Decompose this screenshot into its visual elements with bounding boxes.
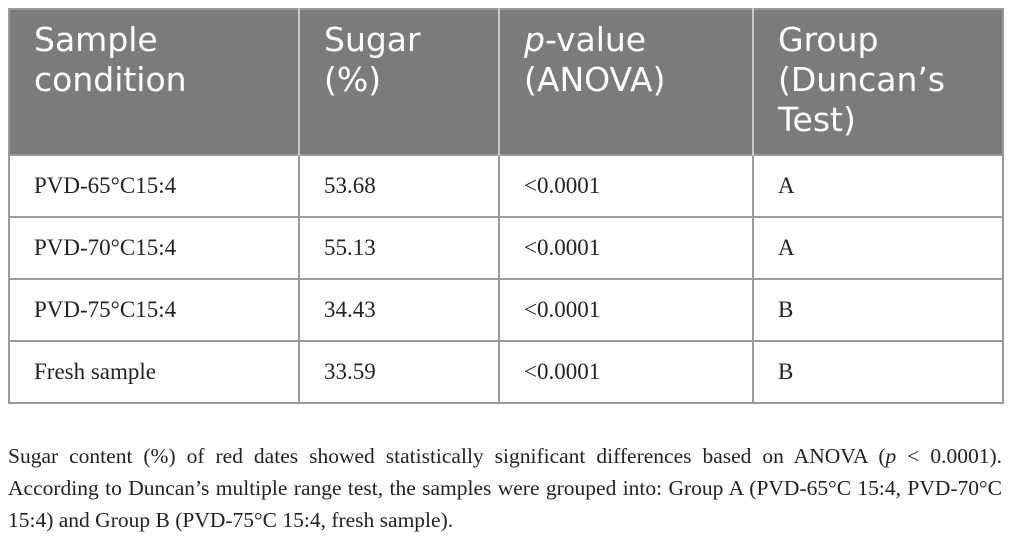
caption-text: < 0.0001). According to Duncan’s multipl… — [8, 443, 1002, 532]
cell-group: B — [753, 278, 1003, 341]
header-text: Sample — [34, 20, 158, 59]
header-sample-condition: Sample condition — [9, 9, 300, 155]
cell-group: B — [753, 340, 1003, 403]
header-text: condition — [34, 60, 187, 99]
header-text: Group — [778, 20, 879, 59]
cell-sugar: 34.43 — [299, 278, 500, 341]
header-text: Sugar — [324, 20, 421, 59]
cell-condition: PVD-70°C15:4 — [9, 216, 300, 279]
sugar-content-table: Sample condition Sugar (%) p-value (ANOV… — [8, 8, 1004, 404]
table-row: PVD-65°C15:4 53.68 <0.0001 A — [9, 154, 1003, 217]
header-text: (Duncan’s — [778, 60, 946, 99]
cell-p-value: <0.0001 — [499, 278, 754, 341]
table-caption: Sugar content (%) of red dates showed st… — [8, 440, 1002, 536]
cell-sugar: 53.68 — [299, 154, 500, 217]
table-row: Fresh sample 33.59 <0.0001 B — [9, 340, 1003, 403]
table-body: PVD-65°C15:4 53.68 <0.0001 A PVD-70°C15:… — [9, 154, 1003, 403]
data-table-container: Sample condition Sugar (%) p-value (ANOV… — [8, 8, 1004, 404]
cell-p-value: <0.0001 — [499, 340, 754, 403]
cell-group: A — [753, 154, 1003, 217]
header-row: Sample condition Sugar (%) p-value (ANOV… — [9, 9, 1003, 155]
table-header: Sample condition Sugar (%) p-value (ANOV… — [9, 9, 1003, 155]
cell-p-value: <0.0001 — [499, 154, 754, 217]
cell-sugar: 55.13 — [299, 216, 500, 279]
header-p-value: p-value (ANOVA) — [499, 9, 754, 155]
header-group: Group (Duncan’s Test) — [753, 9, 1003, 155]
table-row: PVD-75°C15:4 34.43 <0.0001 B — [9, 278, 1003, 341]
cell-condition: Fresh sample — [9, 340, 300, 403]
header-sugar: Sugar (%) — [299, 9, 500, 155]
cell-p-value: <0.0001 — [499, 216, 754, 279]
header-text-italic: p — [524, 20, 545, 59]
cell-condition: PVD-75°C15:4 — [9, 278, 300, 341]
header-text: Test) — [778, 100, 856, 139]
header-text: (ANOVA) — [524, 60, 666, 99]
header-text: (%) — [324, 60, 382, 99]
caption-text: Sugar content (%) of red dates showed st… — [8, 443, 886, 468]
caption-p-italic: p — [885, 443, 897, 468]
cell-sugar: 33.59 — [299, 340, 500, 403]
cell-group: A — [753, 216, 1003, 279]
cell-condition: PVD-65°C15:4 — [9, 154, 300, 217]
header-text: -value — [544, 20, 647, 59]
table-row: PVD-70°C15:4 55.13 <0.0001 A — [9, 216, 1003, 279]
